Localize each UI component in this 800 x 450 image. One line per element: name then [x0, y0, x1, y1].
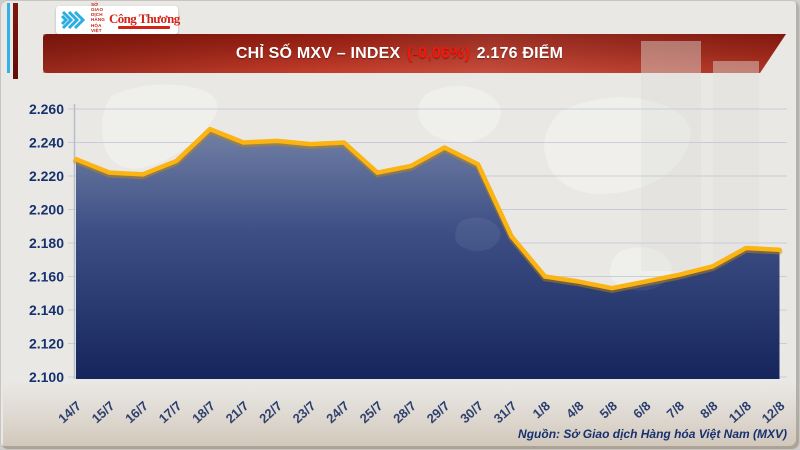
accent-stripe-blue [7, 3, 10, 73]
index-area-fill [76, 129, 780, 379]
congthuong-tagline-bar [118, 25, 171, 29]
mxv-logo-line1: SỞ GIAO DỊCH [91, 1, 104, 18]
title-banner: CHỈ SỐ MXV – INDEX (-0,06%) 2.176 ĐIỂM [43, 34, 786, 73]
congthuong-logo: Công Thương [109, 12, 180, 29]
source-caption: Nguồn: Sở Giao dịch Hàng hóa Việt Nam (M… [518, 427, 787, 441]
y-axis-labels: 2.1002.1202.1402.1602.1802.2002.2202.240… [29, 101, 64, 385]
congthuong-logo-text: Công Thương [108, 10, 180, 26]
svg-text:2.260: 2.260 [29, 101, 64, 117]
accent-stripe-red [13, 3, 18, 79]
svg-text:2.220: 2.220 [29, 168, 64, 184]
banner-value: 2.176 ĐIỂM [476, 44, 564, 62]
svg-text:2.140: 2.140 [29, 302, 64, 318]
logo-box: SỞ GIAO DỊCH HÀNG HÓA VIỆT NAM Công Thươ… [56, 2, 180, 38]
svg-text:2.180: 2.180 [29, 235, 64, 251]
background-photo-band [713, 61, 759, 271]
svg-text:2.160: 2.160 [29, 269, 64, 285]
svg-text:2.240: 2.240 [29, 135, 64, 151]
index-line [73, 126, 782, 291]
mxv-logo-icon [60, 10, 86, 30]
banner-title: CHỈ SỐ MXV – INDEX [235, 44, 401, 62]
mxv-logo-line2: HÀNG HÓA [91, 17, 105, 28]
svg-text:2.200: 2.200 [29, 202, 64, 218]
banner-title-text: CHỈ SỐ MXV – INDEX (-0,06%) 2.176 ĐIỂM [236, 45, 563, 63]
banner-change: (-0,06%) [407, 44, 470, 62]
svg-text:2.120: 2.120 [29, 336, 64, 352]
bottom-photo-watermark [3, 381, 799, 449]
